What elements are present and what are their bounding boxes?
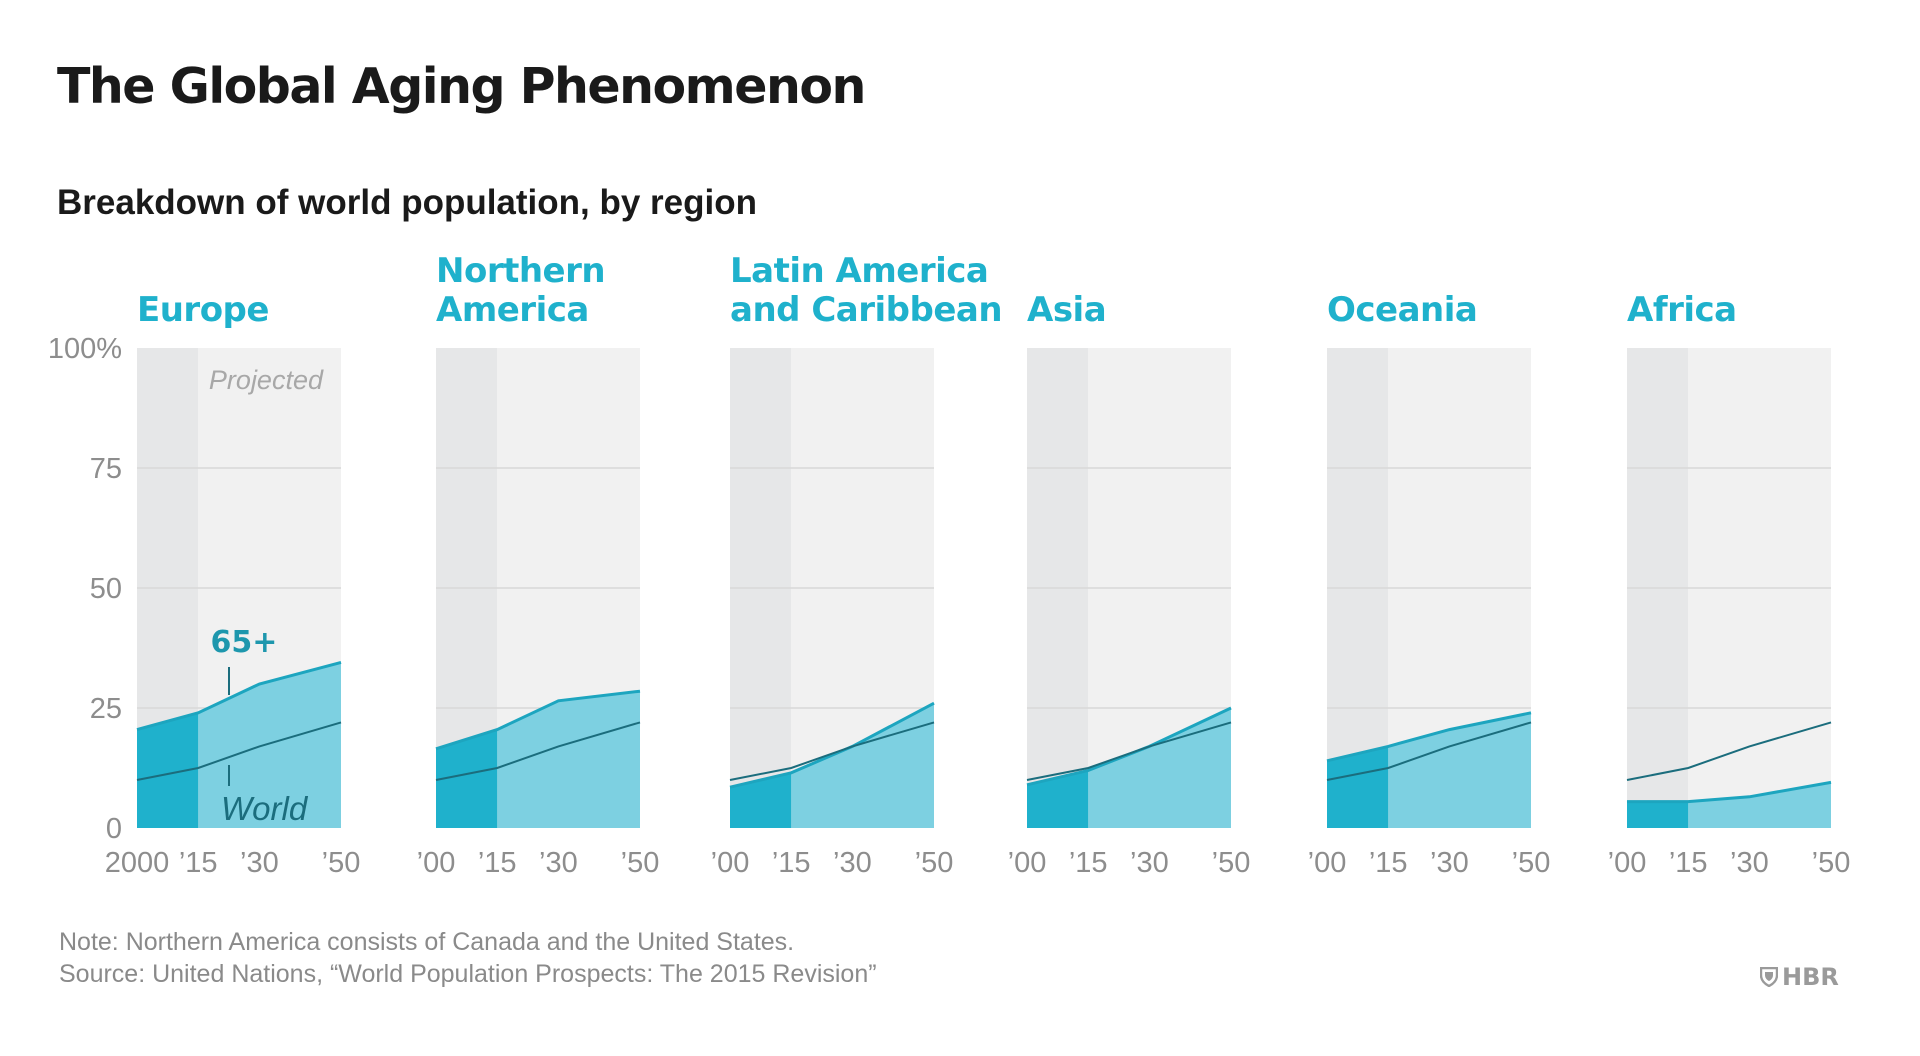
x-tick-label: ’15 — [772, 847, 811, 879]
panel-oceania: Oceania ’00 ’15 ’30 ’50 — [1308, 290, 1551, 879]
line-world — [729, 721, 935, 781]
panel-africa: Africa ’00 ’15 ’30 ’50 — [1608, 290, 1851, 879]
region-label: Latin America — [730, 251, 988, 291]
area-65-projected — [497, 691, 640, 828]
chart-note: Note: Northern America consists of Canad… — [59, 928, 795, 956]
annotation-world: World — [221, 790, 309, 827]
y-tick-label: 100% — [48, 333, 122, 365]
area-65-historical — [1327, 746, 1389, 828]
x-tick-label: ’50 — [915, 847, 954, 879]
area-65-historical — [436, 729, 498, 828]
x-tick-label: ’30 — [240, 847, 279, 879]
chart-subtitle: Breakdown of world population, by region — [57, 183, 757, 222]
y-tick-label: 0 — [106, 813, 122, 845]
projected-label: Projected — [209, 365, 324, 395]
hbr-logo: HBR — [1760, 963, 1839, 991]
line-world — [1626, 721, 1832, 781]
line-world — [1326, 721, 1532, 781]
area-65-historical — [1627, 801, 1689, 828]
panel-asia: Asia ’00 ’15 ’30 ’50 — [1008, 290, 1251, 879]
x-tick-label: ’30 — [1730, 847, 1769, 879]
x-tick-label: ’00 — [417, 847, 456, 879]
area-65-historical — [730, 772, 792, 828]
x-tick-label: ’30 — [833, 847, 872, 879]
region-label: America — [436, 290, 589, 330]
area-65-projected — [1688, 782, 1831, 828]
line-65-plus — [1627, 780, 1832, 804]
line-65-plus — [1326, 711, 1532, 763]
line-65-plus — [435, 689, 641, 751]
x-tick-label: ’00 — [1308, 847, 1347, 879]
annotation-65-plus: 65+ — [211, 625, 278, 660]
hbr-logo-text: HBR — [1782, 963, 1839, 991]
panel-europe: Europe 2000 ’15 ’30 ’50 Projected 65+ World — [105, 290, 361, 879]
x-tick-label: ’50 — [1512, 847, 1551, 879]
x-tick-label: ’00 — [1608, 847, 1647, 879]
x-tick-label: ’30 — [1130, 847, 1169, 879]
x-tick-label: ’15 — [478, 847, 517, 879]
area-65-projected — [1388, 712, 1531, 828]
chart-source: Source: United Nations, “World Populatio… — [59, 960, 877, 988]
chart-title: The Global Aging Phenomenon — [57, 58, 866, 115]
area-65-projected — [791, 703, 934, 828]
area-65-historical — [137, 712, 199, 828]
x-tick-label: ’50 — [621, 847, 660, 879]
region-label: Asia — [1027, 290, 1106, 330]
x-tick-label: ’50 — [1812, 847, 1851, 879]
region-label: and Caribbean — [730, 290, 1002, 330]
region-label: Oceania — [1327, 290, 1477, 330]
line-world — [1026, 721, 1232, 781]
x-tick-label: ’30 — [539, 847, 578, 879]
x-tick-label: ’15 — [1069, 847, 1108, 879]
y-tick-label: 50 — [90, 573, 122, 605]
x-tick-label: ’00 — [711, 847, 750, 879]
y-tick-label: 75 — [90, 453, 122, 485]
x-tick-label: 2000 — [105, 847, 170, 879]
x-tick-label: ’30 — [1430, 847, 1469, 879]
area-65-projected — [198, 662, 341, 828]
line-world — [435, 721, 641, 781]
x-tick-label: ’15 — [1369, 847, 1408, 879]
area-65-historical — [1027, 770, 1089, 828]
x-tick-label: ’50 — [1212, 847, 1251, 879]
line-world — [136, 721, 342, 781]
region-label: Northern — [436, 251, 605, 291]
x-tick-label: ’50 — [322, 847, 361, 879]
x-tick-label: ’00 — [1008, 847, 1047, 879]
line-65-plus — [1026, 706, 1232, 787]
shield-icon — [1760, 967, 1778, 987]
x-tick-label: ’15 — [1669, 847, 1708, 879]
x-tick-label: ’15 — [179, 847, 218, 879]
area-65-projected — [1088, 708, 1231, 828]
small-multiples-chart: 100% 75 50 25 0 Europe 2000 ’15 ’30 ’50 Projected 6… — [48, 251, 1851, 879]
region-label: Africa — [1627, 290, 1737, 330]
y-tick-label: 25 — [90, 693, 122, 725]
line-65-plus — [729, 701, 935, 789]
line-65-plus — [136, 660, 342, 732]
region-label: Europe — [137, 290, 269, 330]
